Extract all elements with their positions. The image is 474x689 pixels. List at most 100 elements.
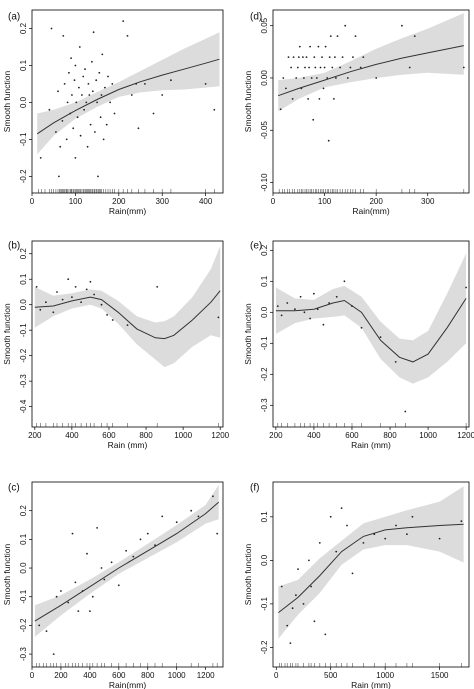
plot-frame — [272, 240, 470, 428]
data-point — [286, 624, 289, 627]
x-tick-label: 800 — [383, 431, 397, 440]
data-point — [78, 46, 81, 48]
data-point — [91, 595, 94, 598]
data-point — [291, 98, 294, 100]
data-point — [411, 515, 414, 518]
data-point — [57, 90, 59, 93]
data-point — [465, 286, 467, 289]
y-axis-title: Smooth function — [243, 303, 253, 365]
data-point — [52, 311, 55, 314]
x-tick-label: 1200 — [211, 431, 229, 440]
plot-frame — [31, 240, 224, 428]
y-axis-title: Smooth function — [2, 303, 12, 365]
y-tick-label: -0.05 — [260, 121, 269, 140]
data-point — [77, 610, 80, 612]
data-point — [67, 601, 70, 604]
data-point — [52, 653, 55, 655]
data-point — [98, 71, 101, 74]
data-point — [309, 317, 311, 320]
data-point — [74, 157, 77, 159]
data-point — [130, 94, 133, 96]
data-point — [408, 66, 411, 69]
data-point — [61, 120, 64, 122]
data-point — [333, 98, 335, 100]
data-point — [45, 301, 47, 304]
data-point — [58, 175, 60, 178]
y-tick-label: 0.2 — [19, 22, 28, 34]
plot-frame — [272, 481, 470, 668]
y-tick-label: -0.2 — [19, 618, 28, 632]
data-point — [190, 509, 193, 512]
y-tick-label: -0.1 — [260, 336, 269, 350]
data-point — [85, 101, 88, 104]
data-point — [74, 64, 77, 67]
data-point — [56, 291, 58, 293]
panel-label: (e) — [250, 240, 262, 251]
x-axis-title: Rain(mm) — [352, 206, 389, 216]
plot-frame — [31, 9, 224, 194]
y-tick-label: 0.0 — [19, 562, 28, 574]
confidence-band — [278, 13, 464, 112]
data-point — [89, 123, 92, 126]
fitted-curve — [278, 523, 464, 613]
data-point — [103, 578, 106, 581]
data-point — [324, 633, 327, 636]
data-point — [339, 66, 341, 69]
data-point — [212, 495, 214, 498]
data-point — [126, 35, 129, 37]
confidence-band — [34, 246, 221, 368]
data-point — [117, 584, 120, 587]
data-point — [111, 83, 114, 85]
panel-a: 0 100 200 300 400 -0.2 -0.1 0.0 0.1 0.2 Rain(mm) Sm… — [2, 9, 224, 216]
data-point — [82, 75, 85, 78]
data-point — [295, 77, 298, 79]
panel-label: (c) — [8, 482, 20, 493]
data-point — [319, 66, 322, 69]
data-point — [300, 87, 303, 90]
y-tick-label: 0.0 — [19, 96, 28, 108]
data-point — [324, 45, 327, 48]
data-point — [71, 532, 74, 535]
y-tick-label: -0.2 — [19, 169, 28, 183]
data-point — [335, 295, 338, 298]
data-point — [302, 603, 305, 605]
data-point — [139, 538, 142, 541]
data-point — [55, 595, 58, 598]
data-point — [286, 302, 289, 304]
data-point — [89, 610, 91, 612]
data-point — [413, 35, 416, 37]
data-point — [161, 515, 164, 518]
fitted-curve — [34, 290, 221, 340]
data-point — [331, 66, 334, 69]
y-tick-label: -0.2 — [260, 367, 269, 381]
data-point — [110, 561, 113, 564]
data-point — [317, 45, 320, 48]
panel-label: (f) — [250, 482, 259, 493]
data-point — [105, 123, 108, 126]
data-point — [59, 145, 62, 148]
data-point — [100, 303, 103, 306]
data-point — [93, 293, 95, 296]
data-point — [404, 410, 407, 413]
data-point — [351, 305, 353, 307]
y-tick-label: -0.2 — [19, 348, 28, 362]
data-point — [70, 57, 72, 59]
y-tick-label: 0.1 — [260, 511, 269, 523]
y-tick-label: -0.3 — [19, 374, 28, 388]
y-tick-label: -0.1 — [19, 589, 28, 603]
y-tick-label: 0.05 — [260, 17, 269, 33]
x-axis-title: Rain (mm) — [351, 440, 391, 450]
data-point — [55, 131, 57, 133]
x-tick-label: 100 — [318, 197, 332, 206]
data-point — [313, 292, 315, 295]
data-point — [346, 77, 349, 79]
x-axis-title: Rain(mm) — [109, 680, 146, 689]
x-tick-label: 100 — [69, 197, 83, 206]
data-point — [96, 527, 98, 529]
data-point — [321, 56, 323, 58]
x-tick-label: 200 — [112, 197, 126, 206]
data-point — [89, 280, 92, 283]
data-point — [335, 550, 338, 553]
y-tick-label: -0.3 — [260, 398, 269, 412]
data-point — [354, 35, 357, 37]
